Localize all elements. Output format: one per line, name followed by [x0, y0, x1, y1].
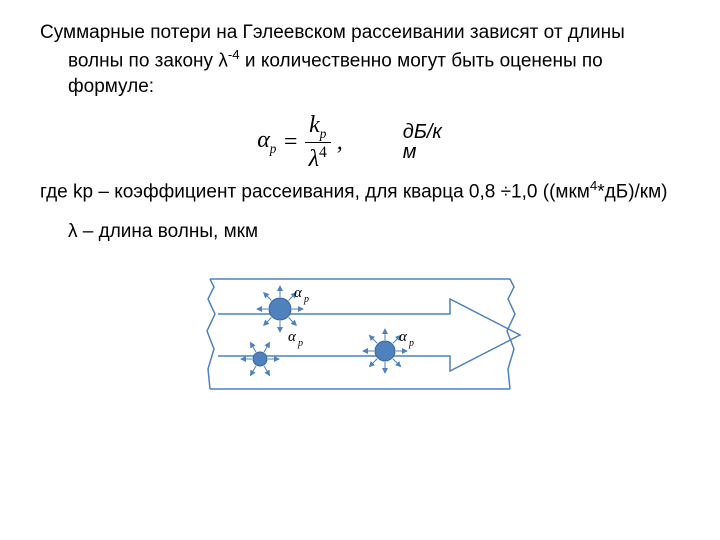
svg-text:α: α — [288, 329, 297, 345]
alpha-glyph: α — [257, 127, 270, 153]
intro-sup: -4 — [228, 47, 240, 62]
den-exp: 4 — [319, 144, 327, 161]
formula-row: αp = kp λ4 , дБ/к м — [40, 113, 680, 171]
where-paragraph: где kp – коэффициент рассеивания, для кв… — [40, 177, 680, 205]
where-a: где — [40, 182, 73, 203]
num-k-sub: p — [320, 126, 327, 141]
where-c: *дБ)/км) — [597, 182, 667, 203]
formula-fraction: kp λ4 — [305, 113, 331, 171]
svg-text:α: α — [399, 329, 408, 345]
formula: αp = kp λ4 , — [257, 113, 343, 171]
formula-alpha: αp — [257, 127, 276, 157]
diagram-container: αpαpαp — [40, 259, 680, 409]
intro-paragraph: Суммарные потери на Гэлеевском рассеиван… — [40, 20, 680, 99]
lambda-text: λ – длина волны, мкм — [68, 221, 258, 242]
svg-text:p: p — [297, 338, 303, 349]
alpha-sub: p — [270, 141, 277, 156]
lambda-paragraph: λ – длина волны, мкм — [40, 219, 680, 245]
unit-line1: дБ/к — [403, 122, 463, 142]
kp-symbol: kp — [73, 182, 93, 203]
where-b: – коэффициент рассеивания, для кварца 0,… — [93, 182, 590, 203]
unit-line2: м — [403, 142, 463, 162]
svg-text:α: α — [294, 285, 303, 301]
formula-comma: , — [337, 129, 343, 156]
fraction-num: kp — [305, 113, 330, 142]
fraction-den: λ4 — [305, 142, 331, 171]
den-lambda: λ — [309, 146, 319, 172]
formula-unit: дБ/к м — [403, 122, 463, 162]
scattering-diagram: αpαpαp — [190, 259, 530, 409]
svg-text:p: p — [408, 338, 414, 349]
num-k: k — [309, 112, 320, 138]
formula-eq: = — [282, 129, 298, 156]
svg-text:p: p — [303, 294, 309, 305]
